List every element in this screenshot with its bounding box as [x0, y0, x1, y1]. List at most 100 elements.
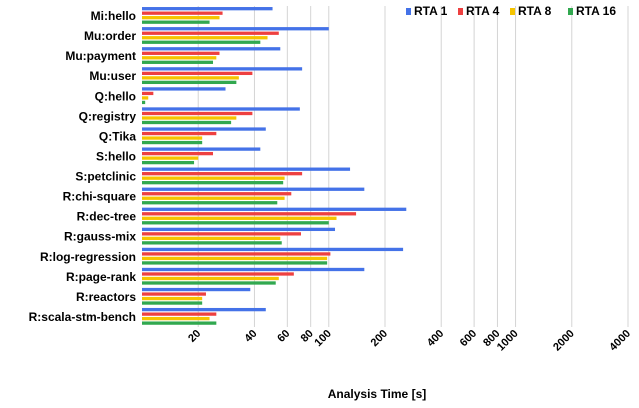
category-label: Q:registry — [79, 109, 137, 123]
category-label: R:log-regression — [40, 250, 136, 264]
x-tick-label: 600 — [458, 328, 479, 349]
category-label: Mu:payment — [65, 49, 136, 63]
x-tick-label: 60 — [275, 328, 292, 345]
bar — [142, 276, 279, 281]
bars — [142, 7, 407, 325]
bar — [142, 47, 281, 51]
bar — [142, 127, 266, 131]
bar — [142, 51, 220, 55]
bar — [142, 96, 149, 100]
bar — [142, 160, 195, 165]
bar — [142, 201, 278, 205]
x-axis-title: Analysis Time [s] — [328, 387, 426, 401]
bar — [142, 87, 226, 91]
category-label: R:page-rank — [66, 270, 136, 284]
bar — [142, 187, 365, 191]
bar — [142, 40, 261, 44]
x-tick-label: 4000 — [607, 328, 633, 354]
bar — [142, 256, 328, 261]
bar — [142, 301, 203, 305]
bar — [142, 212, 357, 216]
legend-label: RTA 8 — [518, 4, 552, 18]
x-tick-label: 2000 — [551, 328, 577, 354]
category-label: Mu:user — [89, 69, 136, 83]
category-label: R:gauss-mix — [64, 230, 136, 244]
bar — [142, 91, 154, 96]
legend-label: RTA 16 — [576, 4, 616, 18]
legend: RTA 1 RTA 4 RTA 8 RTA 16 — [406, 4, 616, 18]
bar — [142, 272, 294, 276]
bar — [142, 216, 337, 220]
bar — [142, 232, 301, 236]
bar — [142, 76, 239, 80]
category-label: Mi:hello — [91, 9, 136, 23]
x-tick-label: 20 — [186, 328, 203, 345]
category-label: S:hello — [96, 149, 136, 163]
bar — [142, 316, 210, 321]
bar — [142, 281, 276, 285]
legend-label: RTA 1 — [414, 4, 448, 18]
x-tick-label: 40 — [242, 328, 259, 345]
bar — [142, 120, 232, 125]
category-label: S:petclinic — [75, 170, 136, 184]
bar — [142, 147, 261, 151]
bar — [142, 267, 365, 272]
bar — [142, 111, 253, 116]
x-tick-label: 400 — [425, 328, 446, 349]
bar — [142, 296, 203, 301]
bar — [142, 287, 251, 292]
category-label: Mu:order — [84, 29, 136, 43]
bar — [142, 131, 217, 136]
bar — [142, 27, 329, 31]
bar — [142, 181, 284, 185]
bar — [142, 292, 206, 296]
bar — [142, 56, 217, 60]
bar — [142, 156, 199, 160]
bar — [142, 11, 223, 15]
bar — [142, 151, 214, 156]
bar — [142, 176, 285, 180]
x-tick-label: 1000 — [495, 328, 521, 354]
bar — [142, 172, 303, 176]
bar — [142, 252, 331, 256]
bar — [142, 140, 203, 145]
bar — [142, 107, 300, 111]
category-label: Q:hello — [95, 89, 136, 103]
category-label: Q:Tika — [99, 129, 136, 143]
bar — [142, 7, 273, 11]
bar — [142, 31, 279, 35]
bar — [142, 16, 220, 20]
category-label: R:scala-stm-bench — [29, 310, 136, 324]
category-label: R:dec-tree — [77, 210, 137, 224]
bar — [142, 80, 237, 85]
bar — [142, 207, 407, 211]
bar — [142, 221, 329, 225]
bar — [142, 241, 282, 245]
bar — [142, 261, 328, 265]
category-label: R:chi-square — [63, 190, 137, 204]
x-tick-label: 100 — [312, 328, 333, 349]
bar — [142, 247, 404, 252]
bar — [142, 36, 268, 40]
bar — [142, 136, 203, 140]
bar — [142, 100, 146, 105]
bar — [142, 116, 237, 120]
bar — [142, 196, 285, 200]
grid-lines — [197, 6, 629, 327]
bar — [142, 227, 336, 232]
bar — [142, 192, 292, 196]
bar — [142, 71, 253, 76]
category-label: R:reactors — [76, 290, 136, 304]
bar — [142, 307, 266, 312]
bar — [142, 60, 214, 64]
x-tick-label: 200 — [369, 328, 390, 349]
legend-label: RTA 4 — [466, 4, 500, 18]
legend-swatch — [406, 8, 411, 15]
legend-swatch — [510, 8, 515, 15]
bar — [142, 67, 303, 71]
legend-swatch — [458, 8, 463, 15]
bar — [142, 20, 210, 24]
legend-swatch — [568, 8, 573, 15]
